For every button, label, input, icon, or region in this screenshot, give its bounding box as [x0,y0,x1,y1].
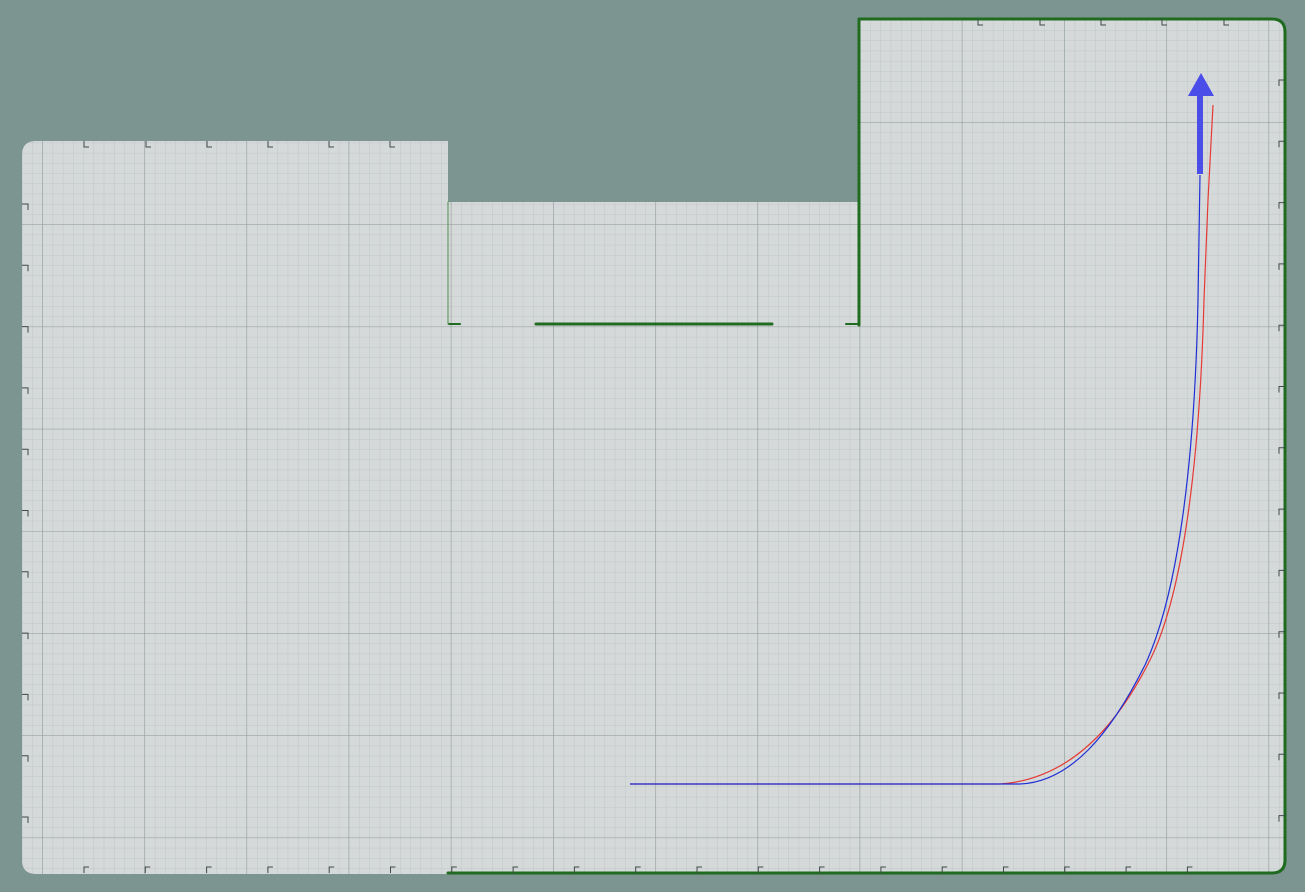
tick-mark [1003,866,1009,873]
tick-mark [1161,19,1167,26]
tick-mark [1223,19,1229,26]
tick-mark [206,141,212,148]
tick-mark [83,866,89,873]
tick-mark [22,448,29,456]
tick-mark [1039,19,1045,26]
tick-mark [1186,866,1193,873]
goal-arrow-up-icon[interactable] [1188,73,1214,174]
tick-mark [145,141,151,148]
tick-mark [1278,569,1285,577]
tick-mark [977,19,983,26]
tick-mark [22,571,29,578]
tick-mark [22,387,29,394]
tick-mark [22,816,29,823]
tick-mark [390,866,396,873]
tick-mark [1278,263,1285,270]
tick-mark [267,866,273,873]
tick-mark [880,866,886,873]
tick-mark [1064,866,1070,873]
tick-mark [22,203,29,210]
tick-mark [22,510,29,517]
tick-mark [22,264,29,272]
tick-mark [144,866,151,873]
tick-mark [1278,815,1285,822]
tick-mark [22,755,29,762]
tick-mark [22,693,29,701]
tick-mark [1278,692,1285,699]
tick-mark [451,866,457,873]
wall-right [1270,30,1287,875]
actual-path [630,174,1201,785]
tick-mark [328,141,334,148]
planned-path [630,104,1214,785]
tick-mark [1278,631,1285,638]
tick-mark [1278,447,1285,454]
tick-mark [941,866,948,873]
tick-mark [696,866,702,873]
tick-mark [1278,324,1285,332]
tick-mark [1278,386,1285,393]
tick-mark [389,141,395,148]
tick-mark [819,866,825,873]
tick-mark [267,141,273,148]
tick-mark [1278,753,1285,761]
wall-upper-room-top [857,17,1287,34]
tick-mark [328,866,335,873]
tick-mark [206,866,212,873]
walls [446,17,1287,875]
tick-mark [573,866,580,873]
tick-mark [83,141,89,148]
tick-mark [1278,79,1285,86]
tick-mark [757,866,764,873]
tick-mark [1100,19,1106,26]
tick-mark [1278,508,1285,516]
tick-mark [22,326,29,333]
tick-mark [635,866,641,873]
edge-tick-marks [22,19,1285,873]
tick-mark [1278,140,1285,148]
tick-mark [22,632,29,640]
tick-mark [1278,202,1285,209]
tick-mark [512,866,519,873]
tick-mark [1125,866,1132,873]
